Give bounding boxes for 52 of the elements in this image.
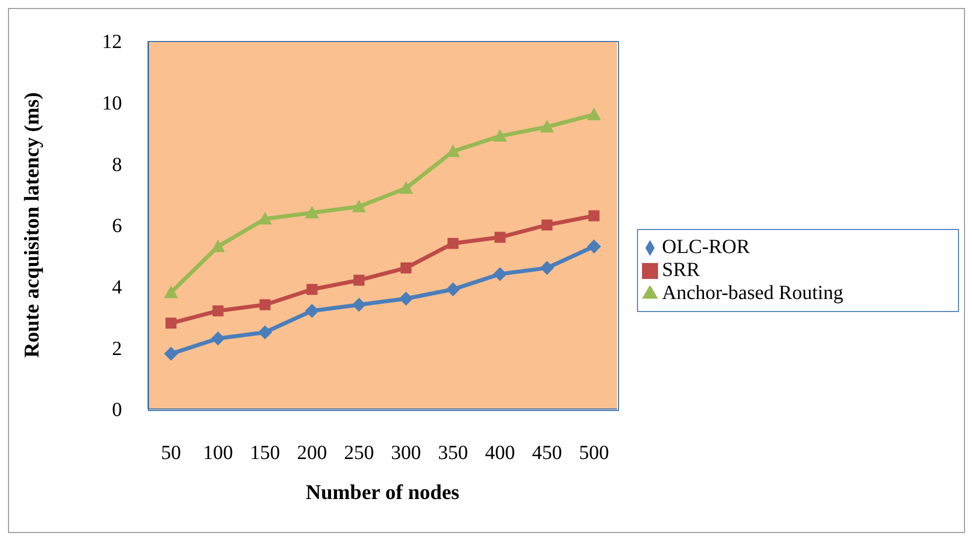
point	[400, 262, 412, 274]
point	[352, 298, 366, 312]
y-tick-label: 6	[112, 215, 122, 238]
x-tick-label: 50	[161, 442, 181, 464]
point	[258, 325, 272, 340]
point	[164, 346, 178, 361]
x-tick-label: 250	[344, 442, 374, 464]
point	[587, 108, 601, 120]
point	[352, 200, 366, 212]
x-tick-label: 450	[532, 442, 562, 464]
y-tick-label: 0	[112, 399, 122, 422]
point	[354, 274, 364, 286]
point	[399, 181, 413, 194]
y-tick-label: 8	[112, 154, 122, 176]
legend-label: SRR	[662, 259, 700, 281]
x-tick-label: 350	[438, 442, 468, 464]
legend-label: OLC-ROR	[662, 236, 750, 258]
point	[588, 210, 600, 222]
x-tick-label: 400	[485, 442, 515, 464]
x-axis-title: Number of nodes	[306, 480, 460, 504]
point	[493, 267, 507, 282]
point	[493, 129, 507, 142]
y-tick-label: 4	[112, 276, 122, 298]
point	[446, 282, 460, 296]
x-tick-label: 150	[250, 442, 280, 464]
legend-label: Anchor-based Routing	[662, 282, 844, 304]
x-tick-label: 500	[579, 442, 609, 464]
x-tick-label: 100	[203, 442, 233, 464]
point	[494, 232, 506, 243]
point	[305, 206, 319, 218]
point	[258, 212, 272, 224]
point	[446, 144, 460, 157]
point	[260, 299, 270, 310]
point	[399, 292, 413, 306]
point	[540, 120, 554, 132]
point	[542, 220, 552, 230]
point	[164, 285, 178, 298]
point	[211, 239, 225, 252]
point	[540, 260, 554, 275]
point	[306, 284, 318, 295]
point	[166, 318, 176, 329]
x-tick-label: 300	[391, 442, 421, 464]
point	[211, 331, 225, 346]
point	[212, 305, 224, 316]
y-tick-label: 2	[112, 338, 122, 360]
point	[587, 239, 601, 254]
y-axis-title: Route acquisiton latency (ms)	[19, 92, 44, 358]
y-tick-label: 12	[102, 31, 122, 54]
point	[305, 304, 319, 318]
point	[448, 238, 458, 249]
x-tick-label: 200	[297, 442, 327, 464]
y-tick-label: 10	[102, 92, 122, 114]
